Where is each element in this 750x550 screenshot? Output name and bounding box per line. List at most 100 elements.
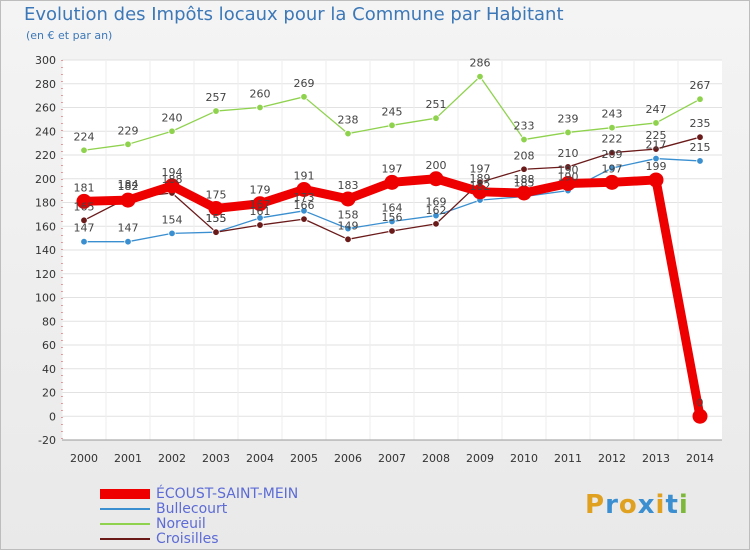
data-point: [432, 114, 440, 122]
y-tick-label: -20: [38, 434, 56, 447]
data-label: 224: [74, 130, 95, 143]
y-tick-label: 160: [35, 220, 56, 233]
data-label: 200: [426, 159, 447, 172]
data-point: [300, 93, 308, 101]
data-label: 239: [558, 112, 579, 125]
chart-title: Evolution des Impôts locaux pour la Comm…: [24, 4, 564, 25]
y-tick-label: 280: [35, 78, 56, 91]
data-point: [340, 191, 356, 207]
legend-item: Noreuil: [100, 516, 206, 532]
y-tick-label: 260: [35, 102, 56, 115]
data-point: [80, 146, 88, 154]
data-point: [520, 135, 528, 144]
logo-letter: o: [618, 490, 638, 520]
x-tick-label: 2005: [290, 452, 318, 465]
data-point: [212, 228, 220, 236]
data-point: [476, 72, 484, 81]
x-tick-label: 2013: [642, 452, 670, 465]
data-label: 161: [250, 205, 271, 218]
chart-subtitle: (en € et par an): [26, 29, 113, 42]
data-point: [80, 237, 88, 246]
x-tick-label: 2011: [554, 452, 582, 465]
data-point: [608, 148, 616, 157]
data-point: [344, 224, 352, 233]
data-label: 158: [338, 209, 359, 222]
y-tick-label: 220: [35, 149, 56, 162]
data-point: [384, 174, 400, 190]
data-point: [516, 185, 532, 201]
data-label: 235: [690, 117, 711, 130]
data-point: [168, 127, 176, 135]
data-label: 155: [206, 212, 227, 225]
data-label: 286: [470, 57, 491, 70]
data-point: [300, 207, 308, 215]
data-point: [208, 200, 224, 216]
data-point: [428, 171, 444, 187]
data-point: [520, 165, 528, 173]
data-label: 0: [697, 396, 704, 409]
data-label: 147: [74, 222, 95, 235]
data-point: [124, 140, 132, 149]
data-label: 155: [206, 212, 227, 225]
legend-label: Bullecourt: [156, 501, 228, 517]
data-point: [608, 123, 616, 132]
logo-letter: x: [637, 490, 656, 520]
logo-letter: P: [585, 490, 606, 520]
data-label: 197: [470, 162, 491, 175]
data-label: 185: [514, 177, 535, 190]
data-label: 175: [206, 188, 227, 201]
data-label: 165: [74, 200, 95, 213]
x-tick-label: 2009: [466, 452, 494, 465]
x-tick-label: 2003: [202, 452, 230, 465]
x-tick-label: 2007: [378, 452, 406, 465]
y-tick-label: 200: [35, 173, 56, 186]
data-label: 197: [602, 162, 623, 175]
data-label: 210: [558, 147, 579, 160]
data-label: 188: [162, 173, 183, 186]
data-point: [256, 103, 264, 112]
legend-swatch: [100, 489, 150, 499]
data-point: [388, 227, 396, 235]
data-point: [296, 181, 312, 197]
data-point: [696, 95, 704, 103]
data-point: [696, 157, 704, 165]
data-point: [432, 211, 440, 220]
data-point: [344, 129, 352, 138]
legend-label: ÉCOUST-SAINT-MEIN: [156, 486, 299, 502]
logo-letter: i: [678, 490, 689, 520]
data-label: 257: [206, 91, 227, 104]
y-tick-label: 100: [35, 292, 56, 305]
data-point: [120, 192, 136, 208]
data-label: 190: [558, 171, 579, 184]
x-tick-label: 2000: [70, 452, 98, 465]
data-label: 166: [294, 199, 315, 212]
x-tick-label: 2001: [114, 452, 142, 465]
data-label: 245: [382, 105, 403, 118]
data-point: [652, 145, 660, 153]
logo-letter: t: [665, 490, 679, 520]
data-label: 251: [426, 98, 447, 111]
legend-label: Croisilles: [156, 531, 219, 547]
data-label: 247: [646, 103, 667, 116]
data-label: 240: [162, 111, 183, 124]
legend-item: Bullecourt: [100, 501, 227, 517]
data-label: 162: [426, 204, 447, 217]
y-tick-label: 140: [35, 244, 56, 257]
data-point: [696, 133, 704, 141]
y-tick-label: 180: [35, 197, 56, 210]
data-point: [344, 235, 352, 244]
y-tick-label: 40: [42, 363, 56, 376]
data-label: 269: [294, 77, 315, 90]
y-tick-label: 300: [35, 54, 56, 67]
x-tick-label: 2010: [510, 452, 538, 465]
data-point: [564, 128, 572, 137]
data-label: 182: [118, 180, 139, 193]
data-label: 173: [294, 191, 315, 204]
data-label: 191: [294, 169, 315, 182]
legend-label: Noreuil: [156, 516, 206, 532]
x-tick-label: 2002: [158, 452, 186, 465]
data-label: 154: [162, 213, 183, 226]
logo-letter: i: [655, 490, 666, 520]
logo-letter: r: [605, 490, 619, 520]
y-tick-label: 120: [35, 268, 56, 281]
